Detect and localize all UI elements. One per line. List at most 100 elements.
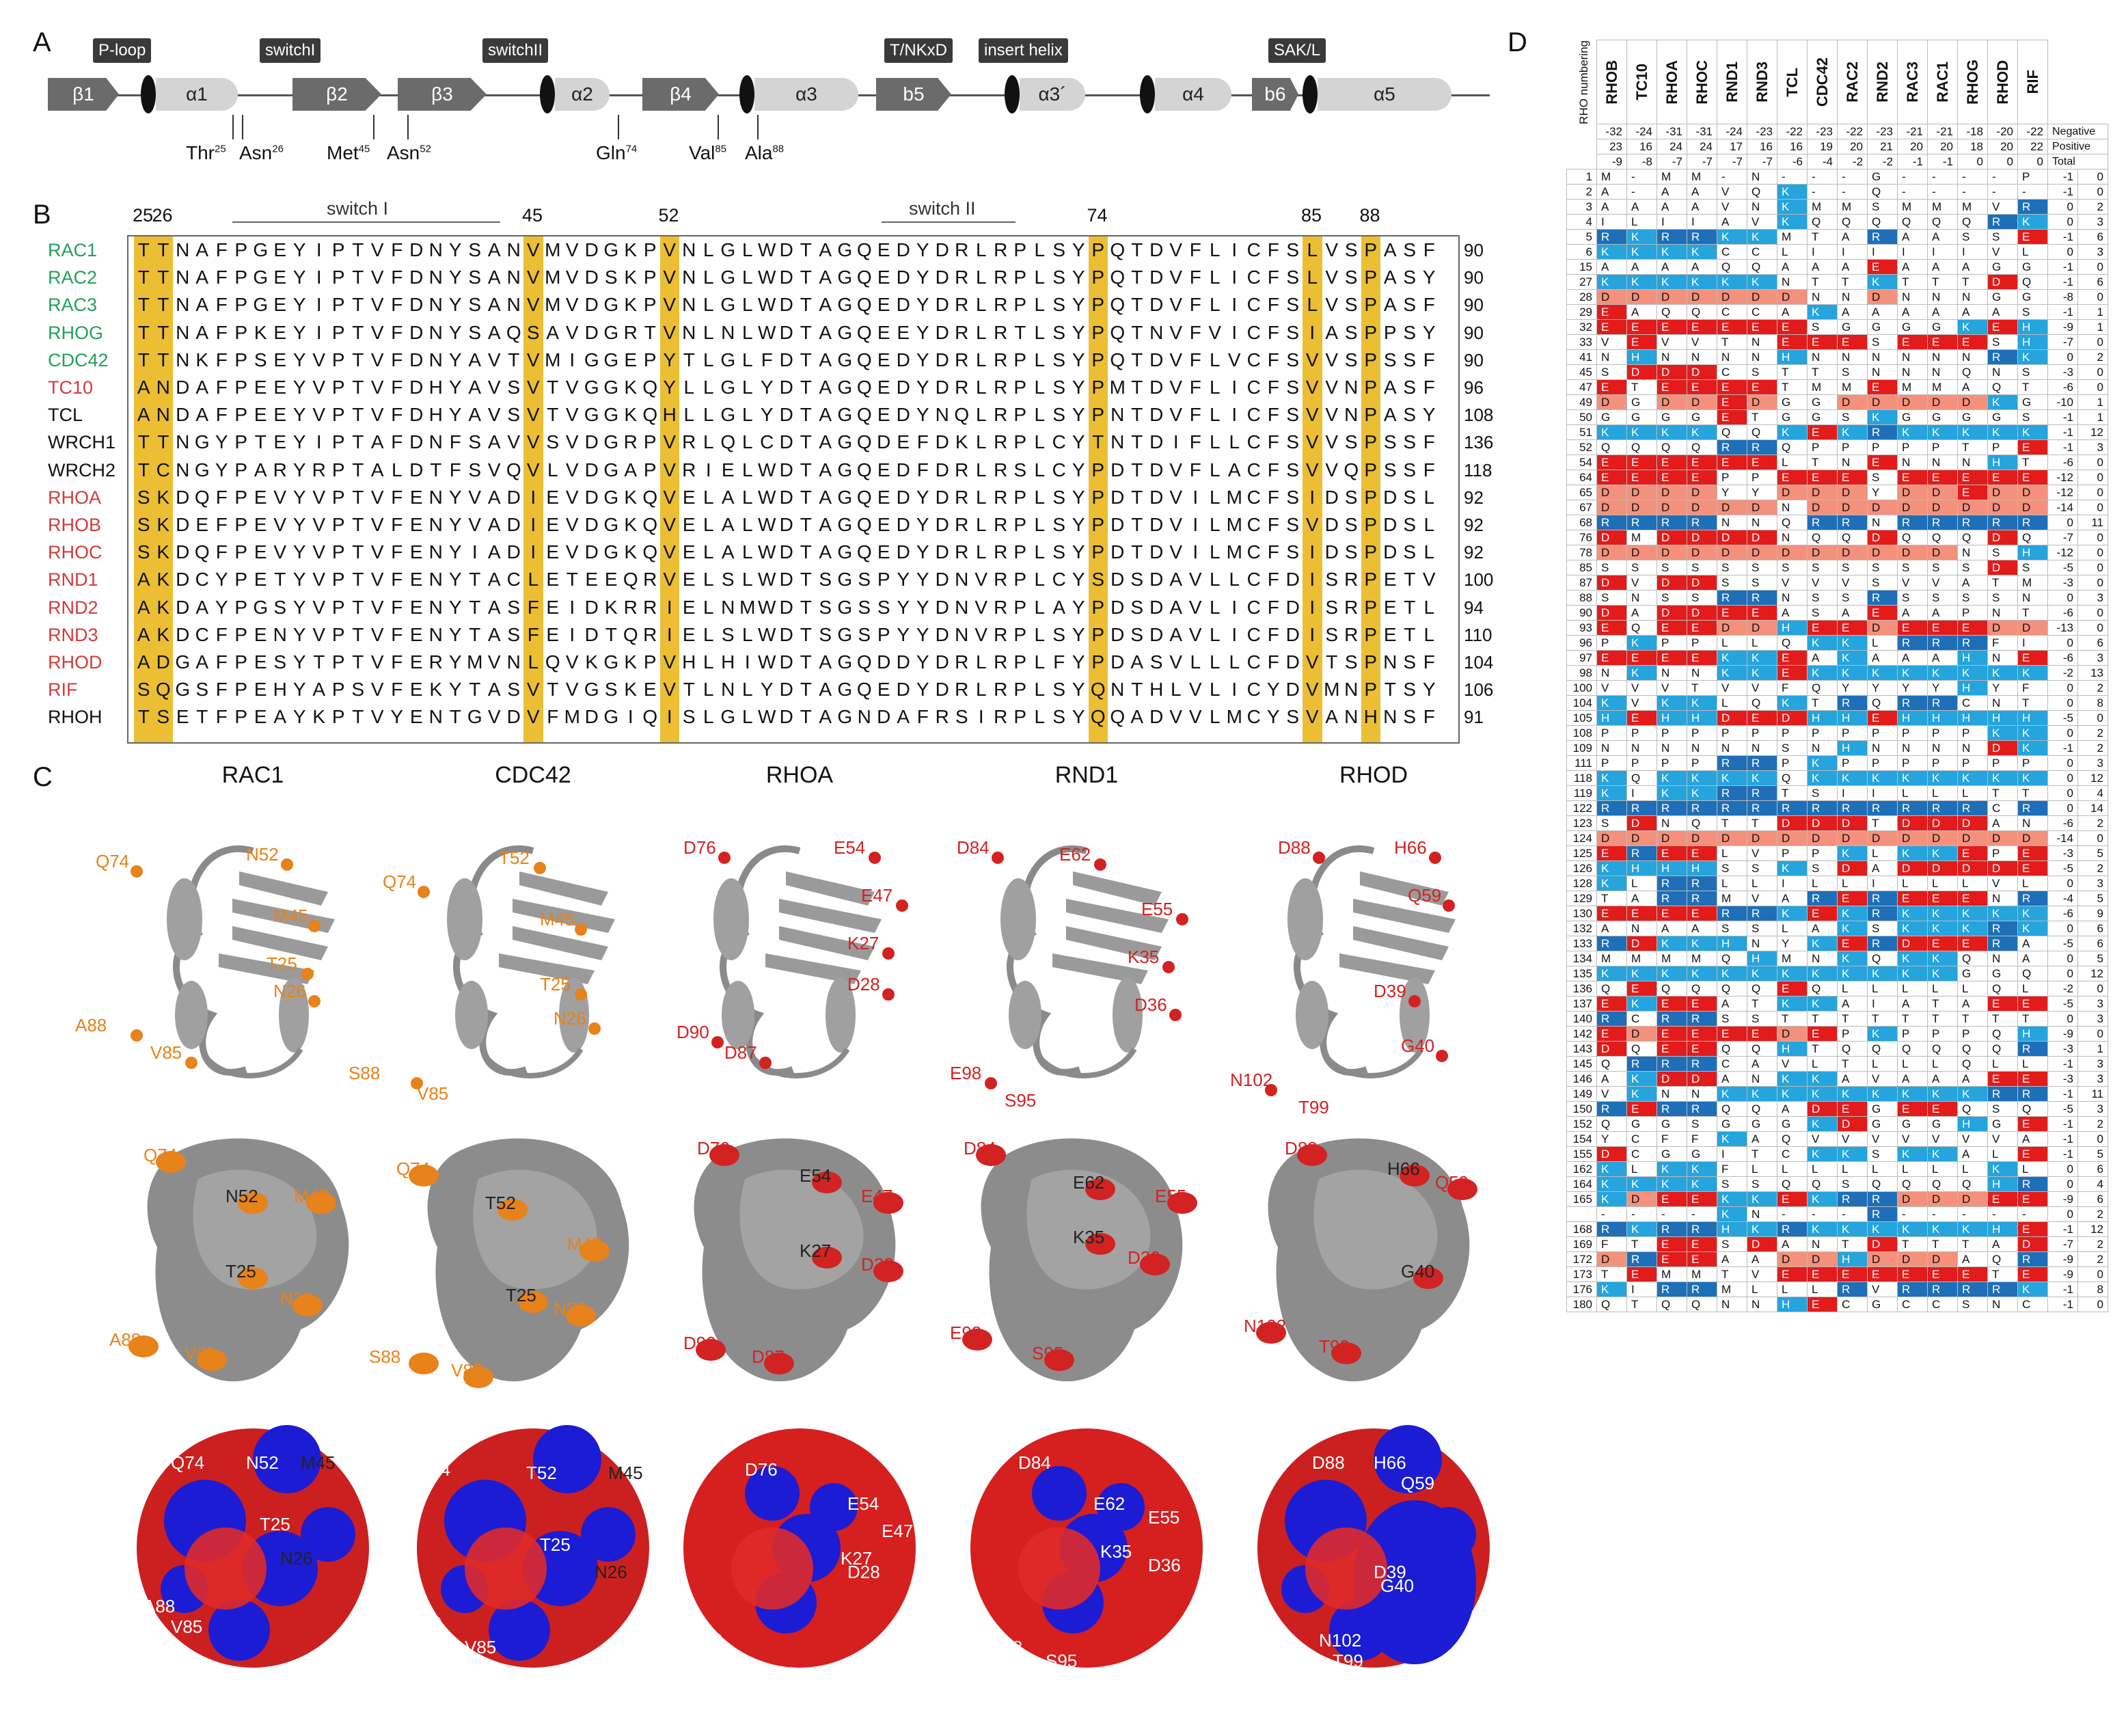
surface-residue-label: E62 [1073,1172,1105,1193]
column-number: 74 [1087,205,1108,226]
heatmap-cell: D [1687,529,1717,545]
heatmap-cell: K [1987,394,2018,410]
heatmap-cell: L [1777,1281,1808,1297]
heatmap-cell: L [2017,1055,2048,1072]
cartoon-residue-label: N52 [246,844,279,865]
heatmap-cell: I [1957,243,1988,260]
surface-patch [497,1199,528,1221]
surface-residue-label: S88 [369,1346,401,1367]
heatmap-cell: N [1596,740,1627,756]
electrostatic-residue-label: E98 [991,1637,1023,1657]
heatmap-cell: R [1957,1281,1988,1297]
heatmap-cell: D [1687,604,1717,621]
heatmap-cell: V [1897,574,1928,591]
heatmap-row: 142 E D E E E E D E P K P P P Q H -9 0 [1566,1025,2108,1042]
heatmap-cell: N [1747,168,1777,185]
strand-b2: β2 [292,78,381,111]
heatmap-cell: Q [1687,980,1717,996]
heatmap-cell: K [1596,1281,1627,1297]
heatmap-cell: G [1867,1296,1898,1312]
surface-structure [694,1138,903,1382]
heatmap-cell: S [1807,604,1838,621]
heatmap-cell: K [1747,1085,1777,1102]
heatmap-cell: E [1927,1100,1958,1117]
cartoon-residue-label: E55 [1141,899,1173,919]
heatmap-cell: S [1626,559,1657,575]
heatmap-cell: T [2017,1010,2048,1027]
heatmap-cell: P [1717,469,1747,485]
heatmap-cell: P [1626,755,1657,771]
heatmap-cell: K [1657,694,1687,711]
residue-marker [1162,961,1175,973]
cartoon-residue-label: E62 [1059,844,1091,865]
heatmap-cell: I [1837,243,1868,260]
heatmap-cell: K [1867,1221,1898,1237]
heatmap-cell: - [1957,168,1988,185]
heatmap-cell: T [1957,439,1988,455]
heatmap-cell: L [1777,920,1808,936]
heatmap-cell: D [1717,619,1747,636]
heatmap-cell: E [1626,649,1657,666]
heatmap-cell: E [1687,454,1717,470]
heatmap-cell: K [1626,664,1657,681]
heatmap-column-header: RHOC [1693,59,1710,105]
heatmap-cell: M [1717,890,1747,906]
heatmap-cell: - [1626,1206,1657,1222]
heatmap-row: 64 E E E E P P E E E S E E E E E -12 0 [1566,469,2108,485]
heatmap-cell: V [1777,574,1808,591]
heatmap-cell: E [1957,935,1988,951]
heatmap-cell: R [1626,845,1657,861]
heatmap-row: 164 K K K K S S Q Q S Q Q Q Q H R 0 4 [1566,1176,2108,1192]
heatmap-cell: K [1747,770,1777,786]
heatmap-cell: D [1657,529,1687,545]
heatmap-cell: R [1987,514,2018,530]
surface-patch [292,1294,323,1316]
surface-patch [1140,1253,1170,1275]
heatmap-cell: R [1596,800,1627,816]
heatmap-row: 137 E K E E A T K K A I A T A E E -5 3 [1566,995,2108,1012]
heatmap-cell: D [1927,394,1958,410]
heatmap-cell: R [1596,1100,1627,1117]
heatmap-cell: E [1626,980,1657,996]
heatmap-cell: P [1596,634,1627,651]
highlight-column [1088,235,1108,744]
heatmap-cell: R [2017,1040,2048,1057]
heatmap-cell: D [1807,830,1838,846]
heatmap-cell: E [1596,454,1627,470]
heatmap-cell: D [1927,499,1958,515]
heatmap-cell: N [1957,288,1988,305]
switch1-label: switch I [327,198,389,219]
heatmap-cell: D [1717,499,1747,515]
heatmap-cell: D [1957,830,1988,846]
heatmap-cell: R [1747,589,1777,606]
heatmap-cell: T [1897,1236,1928,1252]
residue-marker [534,862,546,874]
electrostatic-residue-label: V85 [171,1616,203,1637]
heatmap-row: 122 R R R R R R R R R R R R R C R 0 14 [1566,800,2108,816]
heatmap-cell: L [1626,213,1657,230]
electrostatic-surface [970,1428,1203,1668]
heatmap-cell: D [1687,484,1717,500]
heatmap-cell: S [1957,1296,1988,1312]
heatmap-cell: K [1837,664,1868,681]
heatmap-row: 98 N K N N K K E K K K K K K K K -2 13 [1566,664,2108,681]
heatmap-cell: V [1867,1130,1898,1147]
heatmap-cell: R [1626,800,1657,816]
heatmap-cell: K [1777,1070,1808,1087]
heatmap-cell: E [1596,303,1627,320]
heatmap-cell: I [1657,213,1687,230]
heatmap-cell: D [1747,1236,1777,1252]
highlight-column [659,235,679,744]
heatmap-cell: T [2017,694,2048,711]
heatmap-cell: R [1867,890,1898,906]
heatmap-cell: R [1657,1221,1687,1237]
heatmap-cell: D [2017,499,2048,515]
heatmap-cell: A [1957,995,1988,1012]
heatmap-cell: D [1837,394,1868,410]
heatmap-cell: Q [1747,694,1777,711]
heatmap-row: 33 V E V V T N E E E S E E E S H -7 0 [1566,334,2108,350]
heatmap-cell: G [1626,394,1657,410]
heatmap-cell: N [1927,364,1958,380]
heatmap-cell: E [1687,1251,1717,1267]
